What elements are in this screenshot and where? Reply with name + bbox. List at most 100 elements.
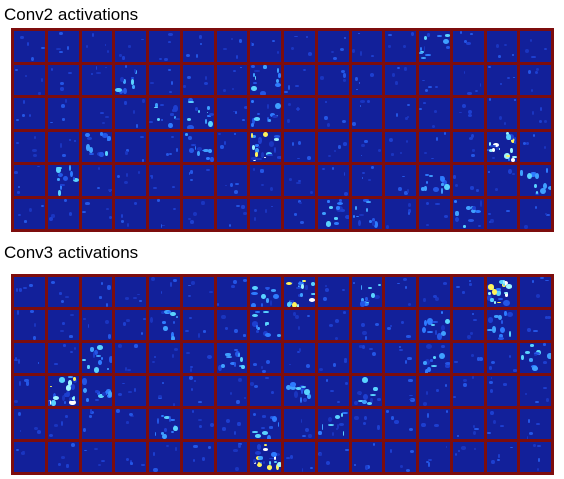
activation-speck — [337, 401, 340, 404]
activation-speck — [56, 48, 61, 51]
activation-speck — [334, 319, 339, 323]
activation-speck — [407, 209, 412, 213]
activation-speck — [486, 431, 491, 434]
activation-speck — [542, 386, 548, 389]
activation-speck — [266, 321, 269, 326]
activation-speck — [244, 105, 248, 109]
activation-speck — [31, 56, 35, 61]
activation-speck — [341, 412, 348, 414]
activation-speck — [296, 181, 301, 184]
activation-tile — [115, 98, 146, 129]
activation-speck — [293, 391, 299, 398]
activation-speck — [453, 361, 459, 363]
activation-speck — [445, 410, 448, 413]
activation-speck — [201, 201, 205, 206]
activation-speck — [318, 368, 323, 372]
activation-speck — [407, 189, 410, 193]
activation-speck — [225, 353, 231, 357]
activation-speck — [142, 158, 144, 162]
activation-speck — [32, 149, 37, 153]
activation-speck — [69, 212, 73, 216]
activation-speck — [290, 281, 294, 285]
activation-tile — [520, 277, 551, 307]
activation-tile — [81, 64, 113, 95]
activation-speck — [507, 76, 510, 80]
activation-speck — [422, 402, 427, 406]
activation-speck — [298, 199, 302, 203]
activation-speck — [132, 109, 135, 114]
activation-speck — [198, 424, 202, 428]
activation-speck — [187, 125, 194, 129]
activation-speck — [286, 119, 290, 124]
activation-speck — [377, 398, 381, 402]
activation-speck — [90, 72, 94, 75]
activation-tile — [250, 131, 281, 162]
activation-speck — [527, 419, 530, 423]
activation-speck — [440, 331, 446, 337]
activation-speck — [373, 221, 379, 228]
activation-speck — [530, 89, 534, 93]
activation-tile — [351, 64, 383, 95]
activation-speck — [288, 177, 293, 182]
activation-speck — [427, 413, 430, 418]
activation-tile — [250, 343, 281, 373]
activation-tile — [149, 310, 180, 340]
activation-speck — [101, 281, 104, 285]
activation-speck — [220, 363, 225, 368]
activation-speck — [232, 69, 236, 72]
activation-speck — [400, 464, 404, 469]
activation-speck — [292, 301, 298, 307]
activation-speck — [462, 379, 467, 383]
activation-speck — [434, 330, 438, 335]
activation-speck — [513, 99, 516, 101]
activation-tile — [385, 31, 416, 62]
activation-speck — [389, 324, 393, 328]
activation-speck — [526, 141, 529, 145]
activation-tile — [81, 98, 113, 129]
activation-speck — [365, 207, 368, 213]
activation-speck — [250, 99, 254, 104]
activation-speck — [32, 335, 36, 340]
activation-tile — [520, 98, 551, 129]
activation-speck — [344, 214, 349, 220]
activation-speck — [29, 208, 32, 213]
activation-tile — [81, 198, 113, 229]
activation-speck — [534, 400, 540, 404]
activation-tile — [385, 343, 416, 373]
activation-speck — [535, 294, 540, 298]
activation-speck — [244, 397, 247, 399]
activation-speck — [436, 388, 439, 392]
activation-speck — [50, 281, 55, 285]
activation-speck — [532, 280, 534, 283]
activation-tile — [486, 310, 518, 340]
activation-speck — [503, 43, 507, 47]
activation-speck — [336, 205, 343, 212]
activation-speck — [237, 352, 240, 357]
activation-speck — [470, 33, 473, 36]
activation-speck — [233, 449, 238, 452]
activation-speck — [491, 326, 496, 333]
activation-speck — [18, 412, 22, 417]
activation-speck — [252, 285, 259, 290]
activation-speck — [400, 321, 404, 325]
activation-speck — [367, 401, 373, 405]
activation-speck — [141, 332, 144, 335]
activation-speck — [355, 206, 358, 211]
activation-speck — [387, 34, 392, 37]
activation-speck — [343, 73, 346, 78]
activation-speck — [33, 136, 37, 139]
activation-speck — [462, 291, 465, 294]
activation-speck — [156, 117, 161, 122]
activation-speck — [492, 156, 495, 160]
activation-speck — [457, 434, 460, 438]
activation-speck — [276, 333, 281, 338]
activation-speck — [122, 87, 127, 95]
activation-speck — [58, 462, 62, 467]
activation-speck — [68, 72, 72, 75]
activation-tile — [182, 98, 214, 129]
activation-tile — [81, 165, 113, 196]
activation-speck — [196, 146, 203, 151]
activation-speck — [157, 417, 160, 424]
activation-speck — [262, 65, 267, 69]
activation-speck — [93, 352, 96, 358]
